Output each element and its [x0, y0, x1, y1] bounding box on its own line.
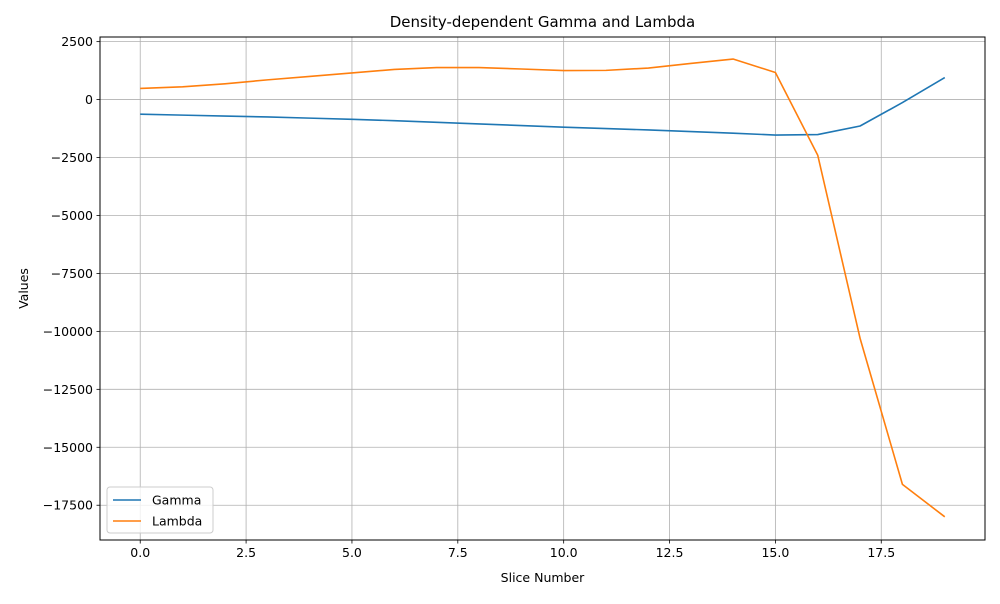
x-tick-label: 17.5	[867, 545, 895, 560]
x-tick-label: 10.0	[550, 545, 578, 560]
x-tick-label: 5.0	[342, 545, 362, 560]
legend-label-gamma: Gamma	[152, 493, 201, 508]
y-tick-label: −2500	[51, 150, 93, 165]
y-tick-label: −10000	[43, 324, 93, 339]
y-tick-label: −5000	[51, 208, 93, 223]
y-axis-label: Values	[16, 268, 31, 309]
y-tick-label: −12500	[43, 382, 93, 397]
x-tick-label: 2.5	[236, 545, 256, 560]
chart-title: Density-dependent Gamma and Lambda	[390, 13, 695, 31]
y-tick-label: −15000	[43, 440, 93, 455]
legend-label-lambda: Lambda	[152, 514, 202, 529]
plot-frame	[99, 36, 986, 541]
x-tick-label: 12.5	[656, 545, 684, 560]
x-axis-label: Slice Number	[501, 570, 585, 585]
x-tick-label: 15.0	[761, 545, 789, 560]
legend: Gamma Lambda	[106, 486, 214, 534]
x-tick-label: 0.0	[130, 545, 150, 560]
y-axis-ticks: 2500 0 −2500 −5000 −7500 −10000 −12500 −15000 −1…	[43, 34, 100, 513]
grid-layer	[100, 37, 985, 540]
series-line-lambda	[140, 58, 946, 518]
series-layer	[140, 58, 946, 518]
y-tick-label: 2500	[61, 34, 93, 49]
y-tick-label: −7500	[51, 266, 93, 281]
x-tick-label: 7.5	[448, 545, 468, 560]
series-line-gamma	[140, 76, 946, 136]
y-tick-label: −17500	[43, 498, 93, 513]
x-axis-ticks: 0.0 2.5 5.0 7.5 10.0 12.5 15.0 17.5	[130, 540, 895, 560]
y-tick-label: 0	[85, 92, 93, 107]
